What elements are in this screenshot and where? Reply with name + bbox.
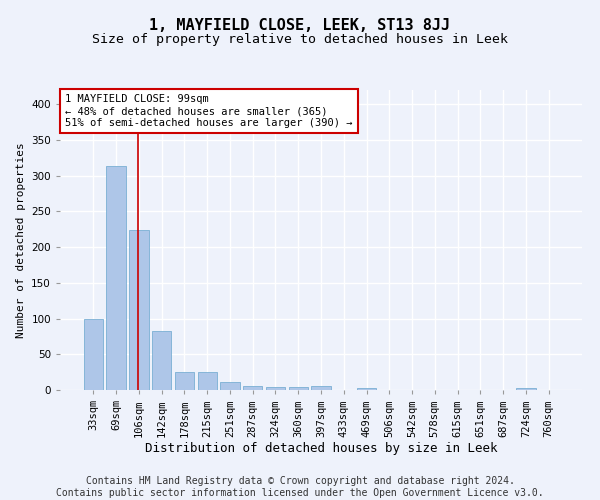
- Text: Size of property relative to detached houses in Leek: Size of property relative to detached ho…: [92, 32, 508, 46]
- Bar: [357, 388, 376, 390]
- Bar: [84, 318, 103, 390]
- Text: Contains HM Land Registry data © Crown copyright and database right 2024.
Contai: Contains HM Land Registry data © Crown c…: [56, 476, 544, 498]
- Text: 1, MAYFIELD CLOSE, LEEK, ST13 8JJ: 1, MAYFIELD CLOSE, LEEK, ST13 8JJ: [149, 18, 451, 32]
- Bar: [197, 372, 217, 390]
- Text: 1 MAYFIELD CLOSE: 99sqm
← 48% of detached houses are smaller (365)
51% of semi-d: 1 MAYFIELD CLOSE: 99sqm ← 48% of detache…: [65, 94, 353, 128]
- Bar: [243, 386, 262, 390]
- Bar: [152, 332, 172, 390]
- Bar: [266, 387, 285, 390]
- Bar: [516, 388, 536, 390]
- Bar: [311, 386, 331, 390]
- Bar: [129, 230, 149, 390]
- Bar: [220, 382, 239, 390]
- Y-axis label: Number of detached properties: Number of detached properties: [16, 142, 26, 338]
- X-axis label: Distribution of detached houses by size in Leek: Distribution of detached houses by size …: [145, 442, 497, 455]
- Bar: [289, 387, 308, 390]
- Bar: [175, 372, 194, 390]
- Bar: [106, 166, 126, 390]
